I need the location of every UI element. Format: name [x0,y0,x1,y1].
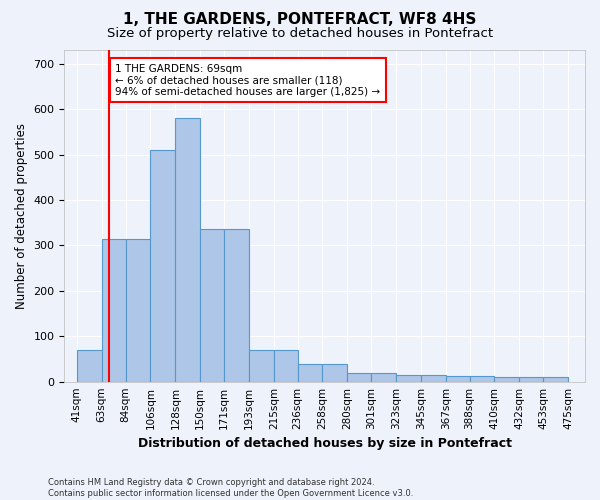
Bar [446,376,470,382]
Y-axis label: Number of detached properties: Number of detached properties [15,123,28,309]
Bar [224,230,249,382]
Text: Contains HM Land Registry data © Crown copyright and database right 2024.
Contai: Contains HM Land Registry data © Crown c… [48,478,413,498]
Bar [347,372,371,382]
Bar [543,377,568,382]
Text: 1, THE GARDENS, PONTEFRACT, WF8 4HS: 1, THE GARDENS, PONTEFRACT, WF8 4HS [124,12,476,28]
X-axis label: Distribution of detached houses by size in Pontefract: Distribution of detached houses by size … [138,437,512,450]
Bar [298,364,322,382]
Bar [249,350,274,382]
Bar [494,377,520,382]
Bar [274,350,298,382]
Bar [371,372,396,382]
Bar [520,377,543,382]
Bar [470,376,494,382]
Bar [200,230,224,382]
Bar [125,238,151,382]
Bar [151,150,175,382]
Text: 1 THE GARDENS: 69sqm
← 6% of detached houses are smaller (118)
94% of semi-detac: 1 THE GARDENS: 69sqm ← 6% of detached ho… [115,64,380,97]
Bar [175,118,200,382]
Text: Size of property relative to detached houses in Pontefract: Size of property relative to detached ho… [107,28,493,40]
Bar [322,364,347,382]
Bar [102,238,125,382]
Bar [421,375,446,382]
Bar [77,350,102,382]
Bar [396,375,421,382]
